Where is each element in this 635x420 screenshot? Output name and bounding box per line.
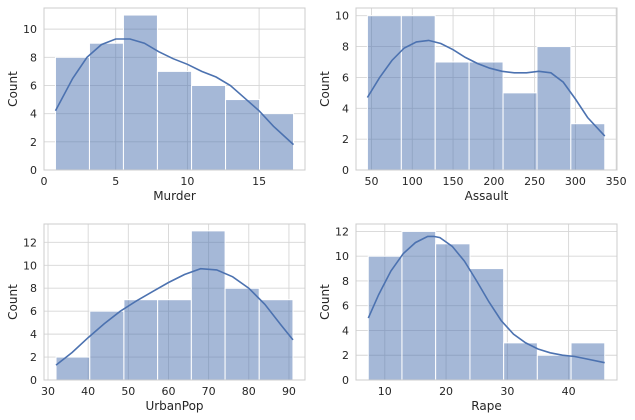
y-tick-label: 4 <box>342 102 349 115</box>
kde-curve <box>367 235 605 364</box>
x-tick-label: 5 <box>112 175 119 188</box>
x-tick-label: 10 <box>180 175 194 188</box>
histogram-bar <box>536 46 572 171</box>
y-tick-label: 10 <box>335 10 349 23</box>
histogram-bar <box>502 92 538 171</box>
x-tick-label: 300 <box>565 175 586 188</box>
y-tick-label: 6 <box>342 300 349 313</box>
y-axis-label: Count <box>6 71 20 107</box>
x-tick-label: 100 <box>402 175 423 188</box>
y-tick-label: 6 <box>30 79 37 92</box>
x-tick-label: 50 <box>364 175 378 188</box>
y-tick-label: 6 <box>30 305 37 318</box>
kde-curve <box>366 39 606 137</box>
y-axis-label: Count <box>6 284 20 320</box>
histogram-bar <box>156 70 193 171</box>
x-tick-label: 40 <box>562 385 576 398</box>
y-axis-label: Count <box>318 71 332 107</box>
histogram-bar <box>570 123 606 171</box>
x-tick-label: 0 <box>41 175 48 188</box>
histogram-bar <box>259 113 295 171</box>
x-axis-label: UrbanPop <box>145 399 203 413</box>
x-tick-label: 80 <box>242 385 256 398</box>
x-axis-label: Rape <box>471 399 501 413</box>
histogram-bar <box>258 299 294 381</box>
subplot-rape: 10 20 30 40 0 2 4 6 8 10 12 Rape Count <box>318 223 618 413</box>
y-tick-label: 0 <box>342 164 349 177</box>
x-tick-label: 150 <box>443 175 464 188</box>
x-tick-label: 70 <box>202 385 216 398</box>
histogram-bar <box>88 42 124 171</box>
y-tick-label: 0 <box>30 374 37 387</box>
x-tick-label: 40 <box>81 385 95 398</box>
subplot-assault: 50 100 150 200 250 300 350 0 2 4 6 8 10 Assault Count <box>318 7 627 203</box>
y-tick-label: 2 <box>30 136 37 149</box>
histogram-bar <box>434 61 470 171</box>
x-tick-label: 250 <box>524 175 545 188</box>
axes-frame <box>355 223 618 381</box>
x-axis-label: Assault <box>465 189 509 203</box>
y-tick-label: 10 <box>23 23 37 36</box>
x-tick-label: 30 <box>500 385 514 398</box>
y-tick-label: 2 <box>30 351 37 364</box>
histogram-bar <box>401 230 437 381</box>
histogram-bar <box>366 15 402 171</box>
kde-curve <box>54 38 295 146</box>
y-tick-label: 12 <box>23 236 37 249</box>
histogram-bar <box>468 61 504 171</box>
histogram-bar <box>367 255 403 381</box>
histogram-bar <box>536 354 572 381</box>
histogram-bar <box>225 99 261 171</box>
subplot-urbanpop: 30 40 50 60 70 80 90 0 2 4 6 8 10 12 UrbanPop Count <box>6 223 306 413</box>
x-tick-label: 30 <box>41 385 55 398</box>
y-tick-label: 2 <box>342 133 349 146</box>
x-axis-label: Murder <box>153 189 196 203</box>
kde-curve <box>55 267 294 366</box>
x-tick-label: 50 <box>121 385 135 398</box>
histogram-bar <box>190 230 226 381</box>
y-tick-label: 6 <box>342 71 349 84</box>
x-tick-label: 20 <box>439 385 453 398</box>
x-tick-label: 200 <box>483 175 504 188</box>
y-tick-label: 10 <box>23 259 37 272</box>
y-tick-label: 0 <box>30 164 37 177</box>
y-axis-label: Count <box>318 284 332 320</box>
x-tick-label: 10 <box>378 385 392 398</box>
x-tick-label: 90 <box>282 385 296 398</box>
axes-frame <box>355 7 618 171</box>
axes-frame <box>43 223 306 381</box>
y-tick-label: 4 <box>30 108 37 121</box>
y-tick-label: 8 <box>30 282 37 295</box>
y-tick-label: 0 <box>342 374 349 387</box>
x-tick-label: 60 <box>161 385 175 398</box>
histogram-bar <box>400 15 436 171</box>
histogram-bar <box>224 287 260 381</box>
histogram-bar <box>435 243 471 381</box>
histogram-bar <box>570 342 606 381</box>
y-tick-label: 2 <box>342 349 349 362</box>
histogram-bar <box>503 342 538 381</box>
histogram-bar <box>469 268 505 381</box>
y-tick-label: 10 <box>335 250 349 263</box>
y-tick-label: 8 <box>342 41 349 54</box>
y-tick-label: 8 <box>30 51 37 64</box>
y-tick-label: 8 <box>342 275 349 288</box>
x-tick-label: 350 <box>606 175 627 188</box>
histogram-bar <box>123 299 159 381</box>
y-tick-label: 4 <box>342 324 349 337</box>
axes-frame <box>43 7 306 171</box>
y-tick-label: 4 <box>30 328 37 341</box>
histogram-bar <box>157 299 192 381</box>
histogram-bar <box>54 56 90 171</box>
y-tick-label: 12 <box>335 225 349 238</box>
histogram-bar <box>191 84 227 171</box>
x-tick-label: 15 <box>252 175 266 188</box>
